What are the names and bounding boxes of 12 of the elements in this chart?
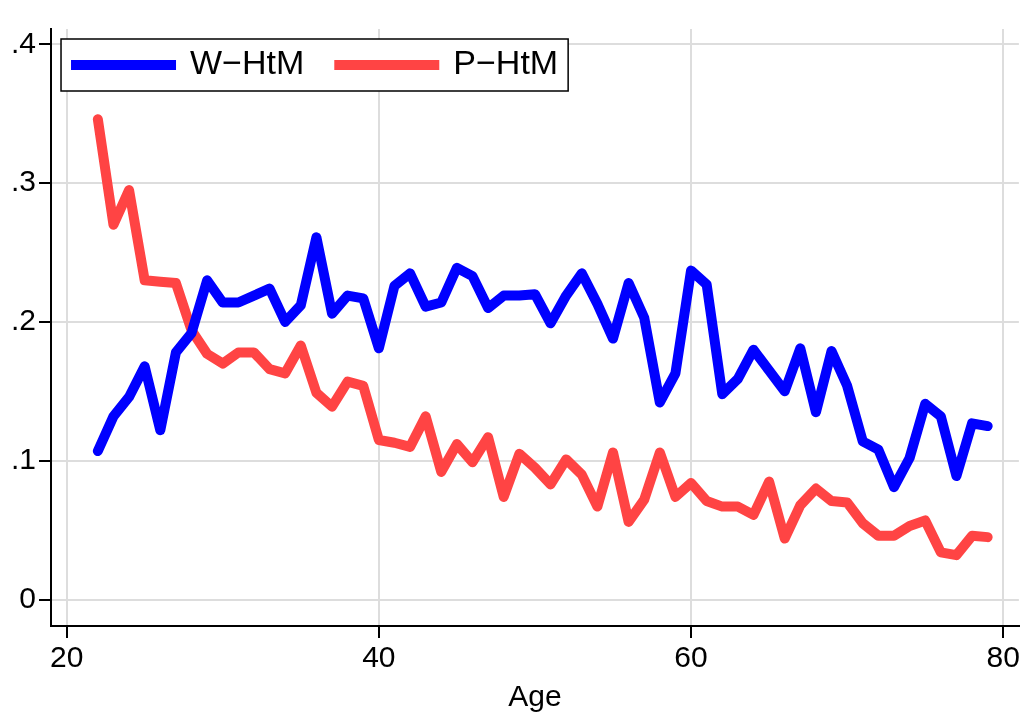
- y-tick-label: 0: [19, 580, 37, 614]
- y-tick-label: .4: [10, 25, 37, 59]
- legend-label: P−HtM: [453, 43, 559, 82]
- x-tick-label: 20: [49, 640, 84, 674]
- x-tick-label: 40: [362, 640, 396, 674]
- y-tick-label: .2: [10, 303, 37, 337]
- y-tick-label: .1: [10, 442, 37, 476]
- legend-label: W−HtM: [190, 43, 305, 82]
- x-tick-label: 60: [674, 640, 708, 674]
- y-tick-label: .3: [10, 164, 37, 198]
- x-tick-label: 80: [986, 640, 1020, 674]
- x-axis-title: Age: [508, 679, 562, 713]
